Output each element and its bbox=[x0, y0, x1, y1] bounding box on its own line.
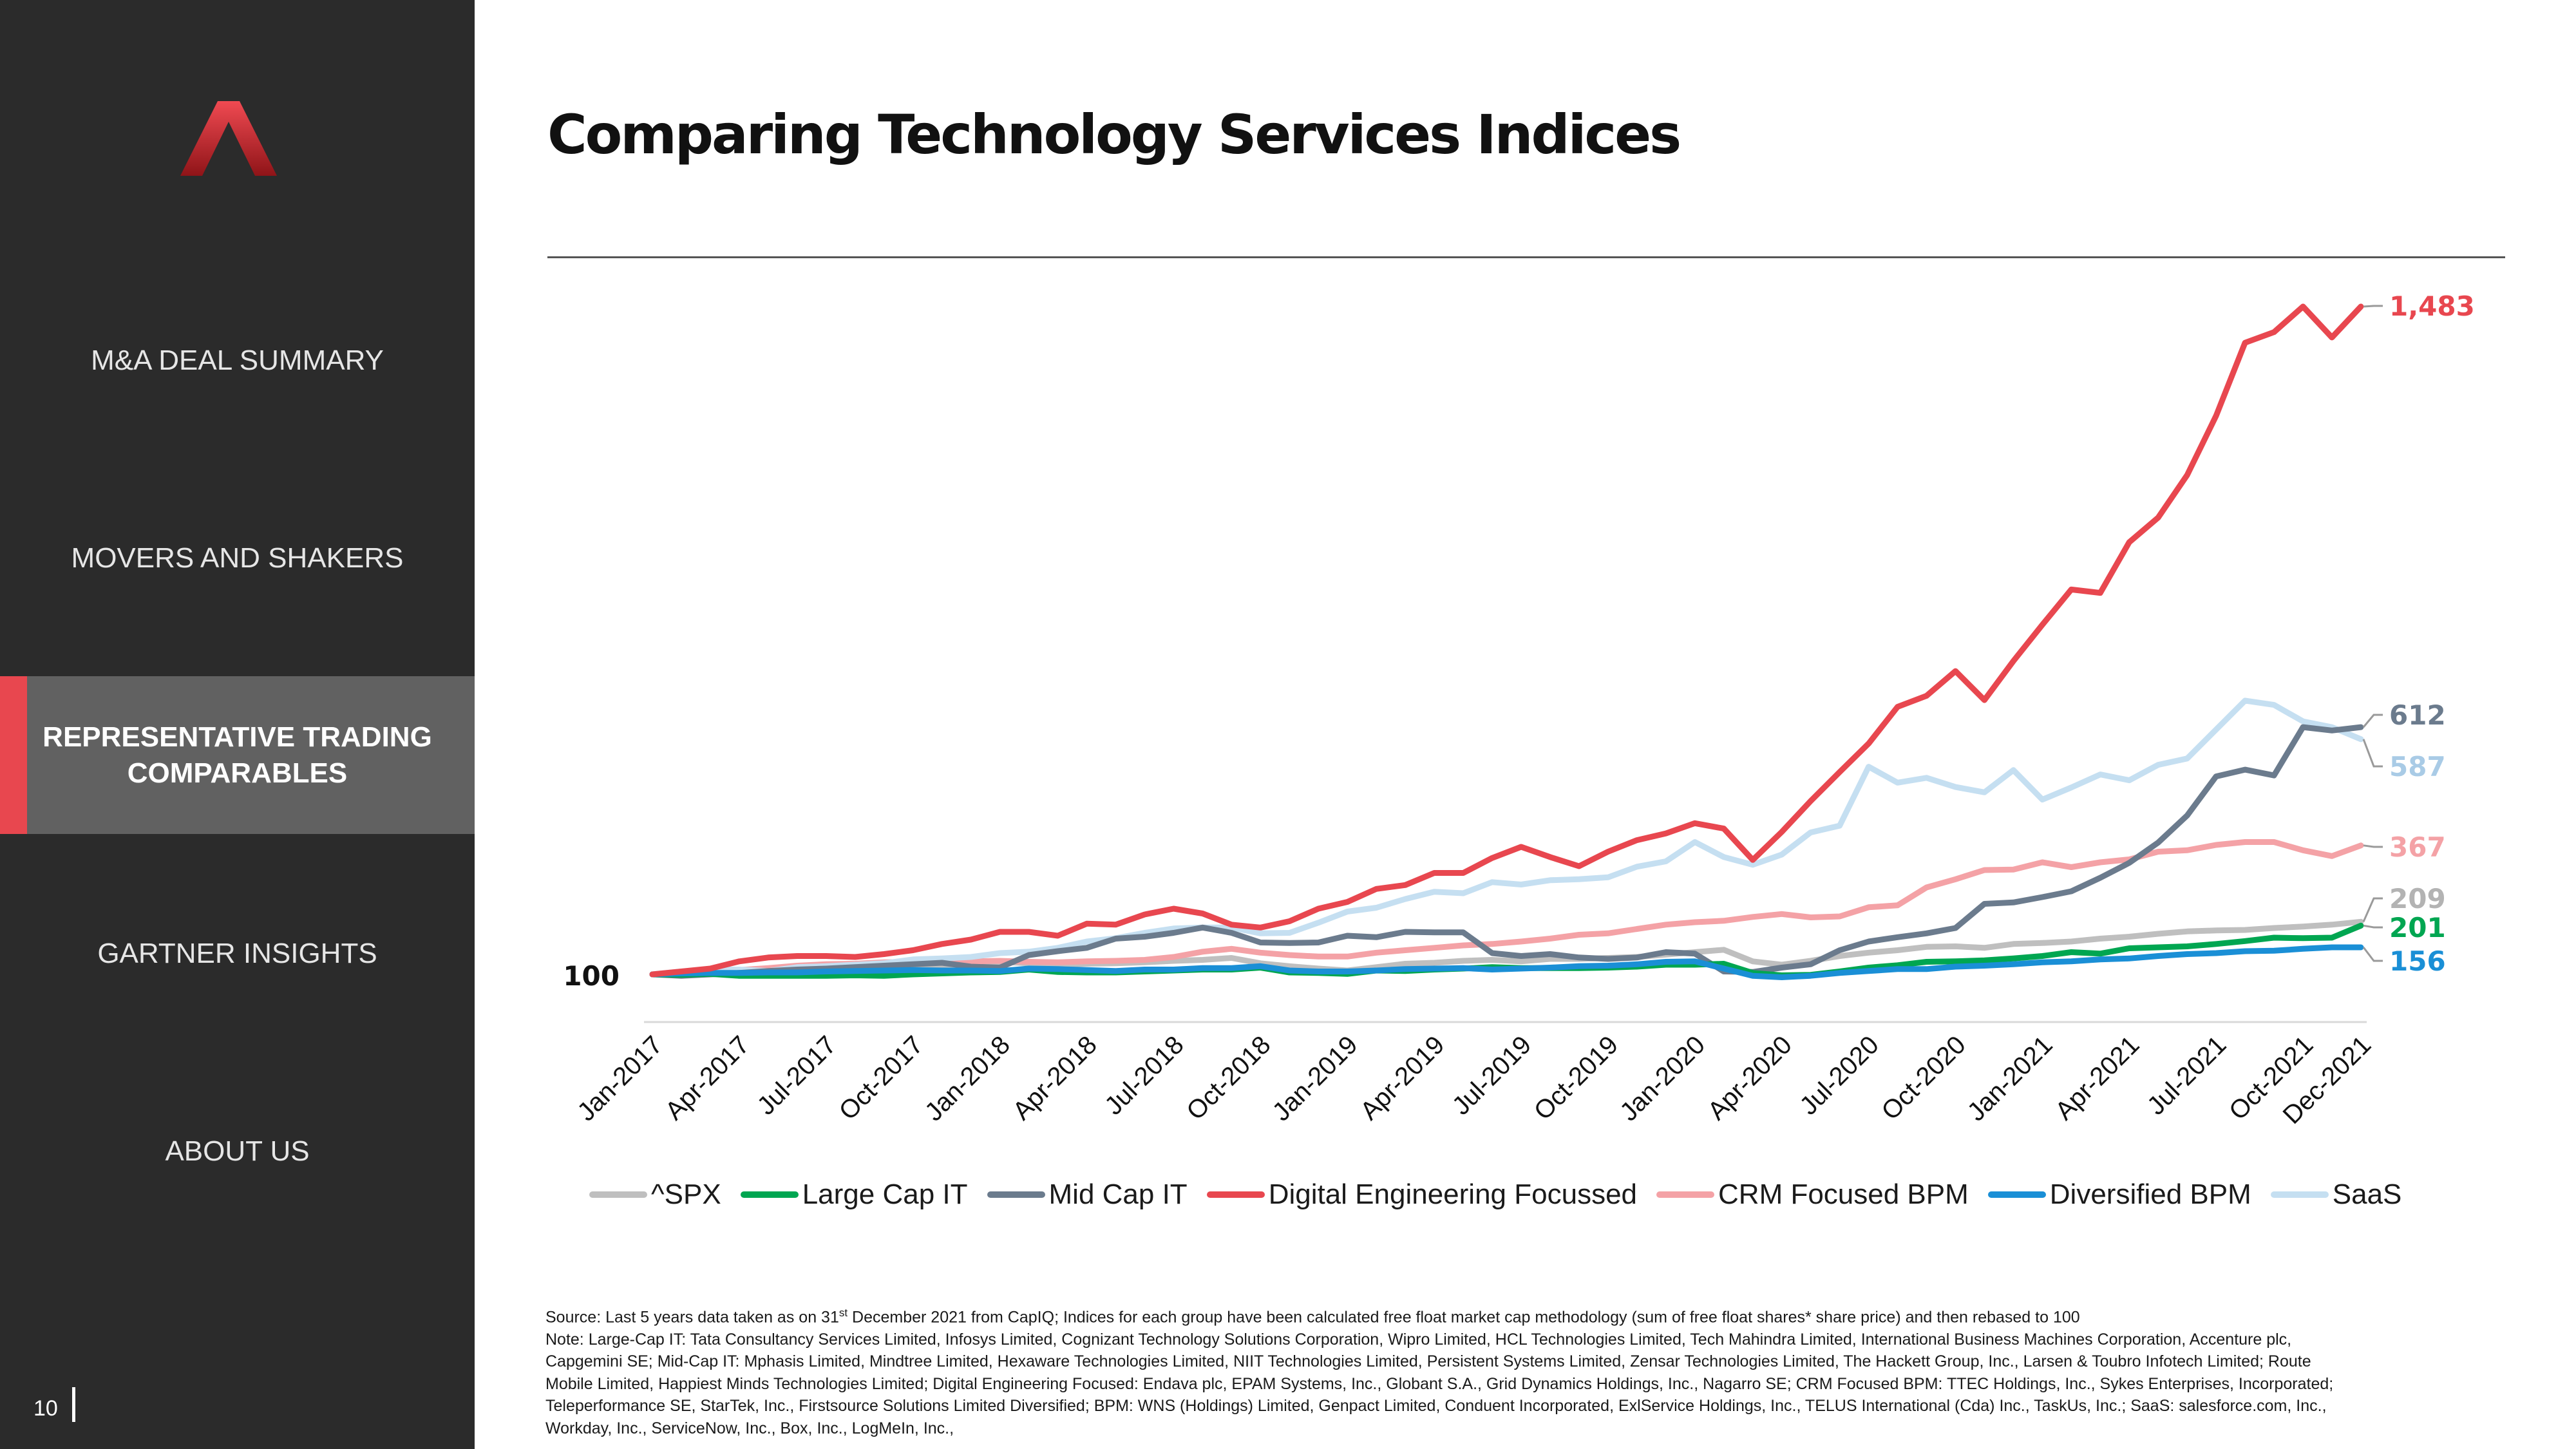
x-tick-label: Jan-2020 bbox=[1615, 1030, 1710, 1126]
legend-label: Large Cap IT bbox=[802, 1179, 968, 1210]
x-tick-label: Oct-2020 bbox=[1876, 1030, 1971, 1125]
nav-item-label: REPRESENTATIVE TRADING bbox=[43, 721, 432, 753]
note-line: Mobile Limited, Happiest Minds Technolog… bbox=[545, 1374, 2334, 1393]
note-line: Capgemini SE; Mid-Cap IT: Mphasis Limite… bbox=[545, 1352, 2311, 1371]
legend-label: SaaS bbox=[2332, 1179, 2402, 1210]
end-value-label: 612 bbox=[2389, 699, 2446, 731]
series-line-diversified-bpm bbox=[649, 944, 2364, 980]
series-line-spx bbox=[649, 918, 2364, 978]
leader-line bbox=[2363, 924, 2383, 929]
nav-item-label: M&A DEAL SUMMARY bbox=[91, 345, 384, 376]
legend-item: ^SPX bbox=[589, 1179, 721, 1211]
legend-swatch bbox=[987, 1191, 1045, 1198]
series-line-digital-engineering-focussed bbox=[649, 303, 2364, 978]
active-indicator bbox=[0, 676, 27, 834]
x-tick-label: Oct-2019 bbox=[1529, 1030, 1624, 1125]
series-layer bbox=[649, 303, 2364, 980]
nav-item-movers-and-shakers[interactable]: MOVERS AND SHAKERS bbox=[0, 540, 475, 579]
legend-item: Diversified BPM bbox=[1987, 1179, 2251, 1211]
page-number: 10 bbox=[33, 1396, 58, 1421]
nav-item-representative-trading-comparables[interactable]: REPRESENTATIVE TRADING COMPARABLES bbox=[0, 676, 475, 834]
nav-item-label: COMPARABLES bbox=[127, 757, 348, 789]
page-number-divider bbox=[72, 1387, 75, 1422]
note-line: Workday, Inc., ServiceNow, Inc., Box, In… bbox=[545, 1419, 954, 1437]
nav-item-label: ABOUT US bbox=[165, 1135, 310, 1167]
x-tick-label: Jan-2018 bbox=[920, 1030, 1016, 1126]
legend-item: CRM Focused BPM bbox=[1656, 1179, 1969, 1211]
leader-line bbox=[2362, 739, 2383, 768]
legend-item: Large Cap IT bbox=[740, 1179, 968, 1211]
x-tick-label: Jan-2019 bbox=[1267, 1030, 1363, 1126]
x-tick-label: Jul-2021 bbox=[2142, 1030, 2232, 1121]
leader-line bbox=[2363, 844, 2383, 848]
x-tick-label: Apr-2019 bbox=[1355, 1030, 1450, 1125]
x-tick-label: Apr-2018 bbox=[1007, 1030, 1102, 1125]
series-line-saas bbox=[649, 697, 2364, 978]
note-line: Note: Large-Cap IT: Tata Consultancy Ser… bbox=[545, 1330, 2292, 1349]
legend-label: Diversified BPM bbox=[2049, 1179, 2251, 1210]
legend-label: CRM Focused BPM bbox=[1718, 1179, 1969, 1210]
x-tick-label: Jan-2021 bbox=[1962, 1030, 2058, 1126]
leader-line bbox=[2363, 305, 2383, 308]
x-tick-label: Oct-2018 bbox=[1181, 1030, 1276, 1125]
nav-item-gartner-insights[interactable]: GARTNER INSIGHTS bbox=[0, 936, 475, 974]
x-tick-label: Apr-2020 bbox=[1703, 1030, 1797, 1125]
legend-label: ^SPX bbox=[651, 1179, 721, 1210]
leader-line bbox=[2362, 947, 2383, 962]
nav-item-label: GARTNER INSIGHTS bbox=[97, 938, 377, 969]
legend-item: Digital Engineering Focussed bbox=[1206, 1179, 1638, 1211]
legend-swatch bbox=[589, 1191, 647, 1198]
nav-item-ma-deal-summary[interactable]: M&A DEAL SUMMARY bbox=[0, 343, 475, 381]
title-divider bbox=[547, 256, 2505, 258]
legend-swatch bbox=[1987, 1191, 2046, 1198]
x-tick-label: Jul-2020 bbox=[1794, 1030, 1884, 1121]
x-tick-label: Jan-2017 bbox=[572, 1030, 668, 1126]
legend-swatch bbox=[2270, 1191, 2329, 1198]
legend-label: Digital Engineering Focussed bbox=[1268, 1179, 1638, 1210]
legend-swatch bbox=[740, 1191, 799, 1198]
x-tick-label: Jul-2018 bbox=[1099, 1030, 1189, 1121]
start-value-label: 100 bbox=[563, 960, 620, 992]
x-tick-label: Apr-2017 bbox=[660, 1030, 755, 1125]
legend-swatch bbox=[1656, 1191, 1715, 1198]
leader-line bbox=[2362, 897, 2383, 922]
x-tick-label: Apr-2021 bbox=[2050, 1030, 2145, 1125]
x-tick-label: Oct-2017 bbox=[834, 1030, 929, 1125]
nav-item-about-us[interactable]: ABOUT US bbox=[0, 1133, 475, 1172]
source-note: Source: Last 5 years data taken as on 31… bbox=[545, 1307, 2080, 1327]
legend-swatch bbox=[1206, 1191, 1265, 1198]
footnotes: Source: Last 5 years data taken as on 31… bbox=[545, 1302, 2529, 1439]
end-value-label: 367 bbox=[2389, 831, 2446, 863]
legend-item: SaaS bbox=[2270, 1179, 2402, 1211]
logo-icon[interactable] bbox=[180, 100, 277, 177]
legend-item: Mid Cap IT bbox=[987, 1179, 1188, 1211]
leader-line bbox=[2362, 714, 2383, 728]
x-tick-labels: Jan-2017Apr-2017Jul-2017Oct-2017Jan-2018… bbox=[572, 1030, 2376, 1130]
end-value-label: 1,483 bbox=[2389, 290, 2475, 322]
end-value-label: 201 bbox=[2389, 912, 2446, 943]
series-line-mid-cap-it bbox=[649, 724, 2364, 979]
chart-legend: ^SPX Large Cap IT Mid Cap IT Digital Engine… bbox=[589, 1179, 2421, 1211]
legend-label: Mid Cap IT bbox=[1048, 1179, 1188, 1210]
note-line: Teleperformance SE, StarTek, Inc., First… bbox=[545, 1397, 2327, 1416]
page-title: Comparing Technology Services Indices bbox=[547, 103, 1681, 166]
sidebar: M&A DEAL SUMMARY MOVERS AND SHAKERS REPR… bbox=[0, 0, 475, 1449]
end-value-label: 587 bbox=[2389, 751, 2446, 782]
nav-item-label: MOVERS AND SHAKERS bbox=[71, 542, 404, 574]
x-tick-label: Jul-2017 bbox=[752, 1030, 842, 1121]
end-value-label: 156 bbox=[2389, 945, 2446, 977]
x-tick-label: Jul-2019 bbox=[1447, 1030, 1537, 1121]
end-value-label: 209 bbox=[2389, 883, 2446, 914]
